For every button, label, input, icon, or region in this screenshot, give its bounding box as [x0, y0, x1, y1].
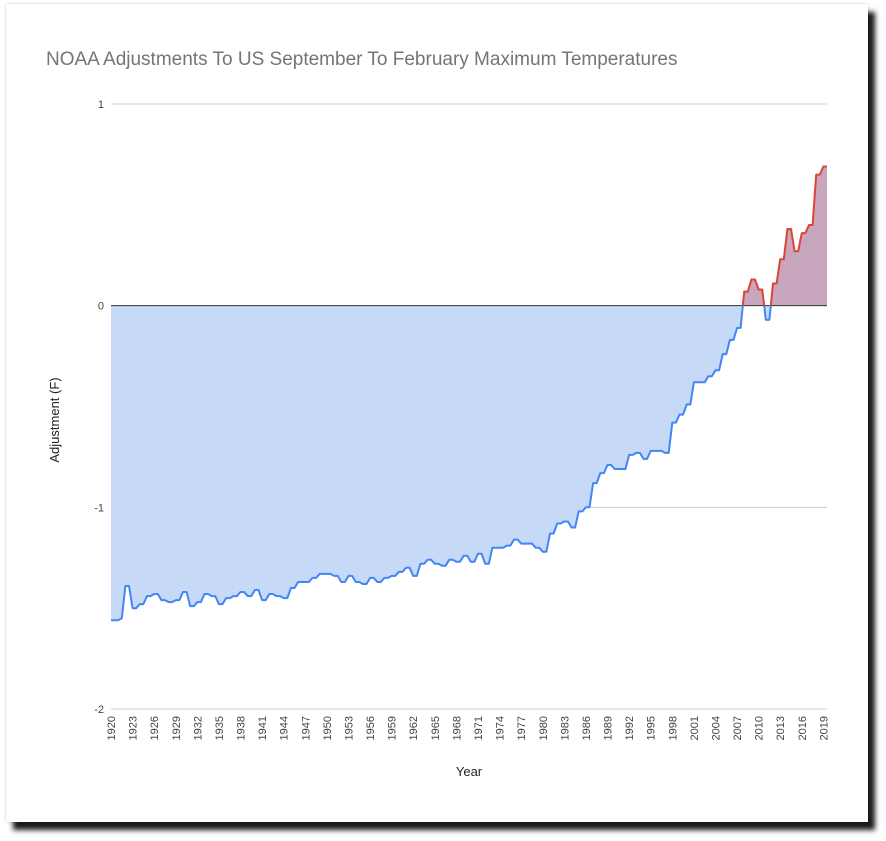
chart-title: NOAA Adjustments To US September To Febr… — [46, 49, 678, 70]
x-tick-label: 1956 — [365, 716, 377, 740]
x-tick-label: 2016 — [797, 716, 809, 740]
x-tick-label: 1977 — [516, 716, 528, 740]
negative-line — [763, 305, 772, 321]
x-tick-label: 1974 — [495, 716, 507, 740]
x-axis-ticks: 1920 1923 1926 1929 1932 1935 1938 1941 1944 1947… — [106, 716, 830, 740]
x-tick-label: 2013 — [775, 716, 787, 740]
positive-line — [741, 278, 766, 306]
x-tick-label: 2004 — [710, 716, 722, 740]
y-tick-label: -1 — [94, 502, 104, 514]
x-tick-label: 1962 — [408, 716, 420, 740]
x-tick-label: 1935 — [214, 716, 226, 740]
x-tick-label: 1959 — [387, 716, 399, 740]
x-tick-label: 1938 — [236, 716, 248, 740]
x-tick-label: 1926 — [149, 716, 161, 740]
x-tick-label: 1968 — [451, 716, 463, 740]
x-tick-label: 1980 — [538, 716, 550, 740]
x-tick-label: 1983 — [559, 716, 571, 740]
x-tick-label: 2019 — [818, 716, 830, 740]
x-tick-label: 1929 — [171, 716, 183, 740]
y-axis-ticks: 1 0 -1 -2 — [94, 99, 104, 716]
x-tick-label: 1986 — [581, 716, 593, 740]
x-tick-label: 1950 — [322, 716, 334, 740]
x-axis-title: Year — [456, 764, 483, 779]
x-tick-label: 1992 — [624, 716, 636, 740]
x-tick-label: 1965 — [430, 716, 442, 740]
x-tick-label: 2001 — [689, 716, 701, 740]
x-tick-label: 2010 — [754, 716, 766, 740]
x-tick-label: 2007 — [732, 716, 744, 740]
x-tick-label: 1953 — [343, 716, 355, 740]
positive-area — [742, 279, 765, 306]
x-tick-label: 1941 — [257, 716, 269, 740]
negative-line — [111, 305, 744, 622]
x-tick-label: 1944 — [279, 716, 291, 740]
area-fill — [111, 166, 827, 621]
x-tick-label: 1923 — [128, 716, 140, 740]
x-tick-label: 1971 — [473, 716, 485, 740]
positive-area — [770, 166, 827, 306]
y-tick-label: 0 — [98, 301, 104, 313]
x-tick-label: 1989 — [603, 716, 615, 740]
y-tick-label: -2 — [94, 704, 104, 716]
x-tick-label: 1947 — [300, 716, 312, 740]
y-axis-title: Adjustment (F) — [47, 377, 62, 462]
x-tick-label: 1995 — [646, 716, 658, 740]
y-tick-label: 1 — [98, 99, 104, 111]
series-line — [111, 165, 827, 622]
positive-line — [769, 165, 827, 306]
x-tick-label: 1998 — [667, 716, 679, 740]
negative-area — [111, 305, 743, 621]
x-tick-label: 1932 — [192, 716, 204, 740]
x-tick-label: 1920 — [106, 716, 118, 740]
